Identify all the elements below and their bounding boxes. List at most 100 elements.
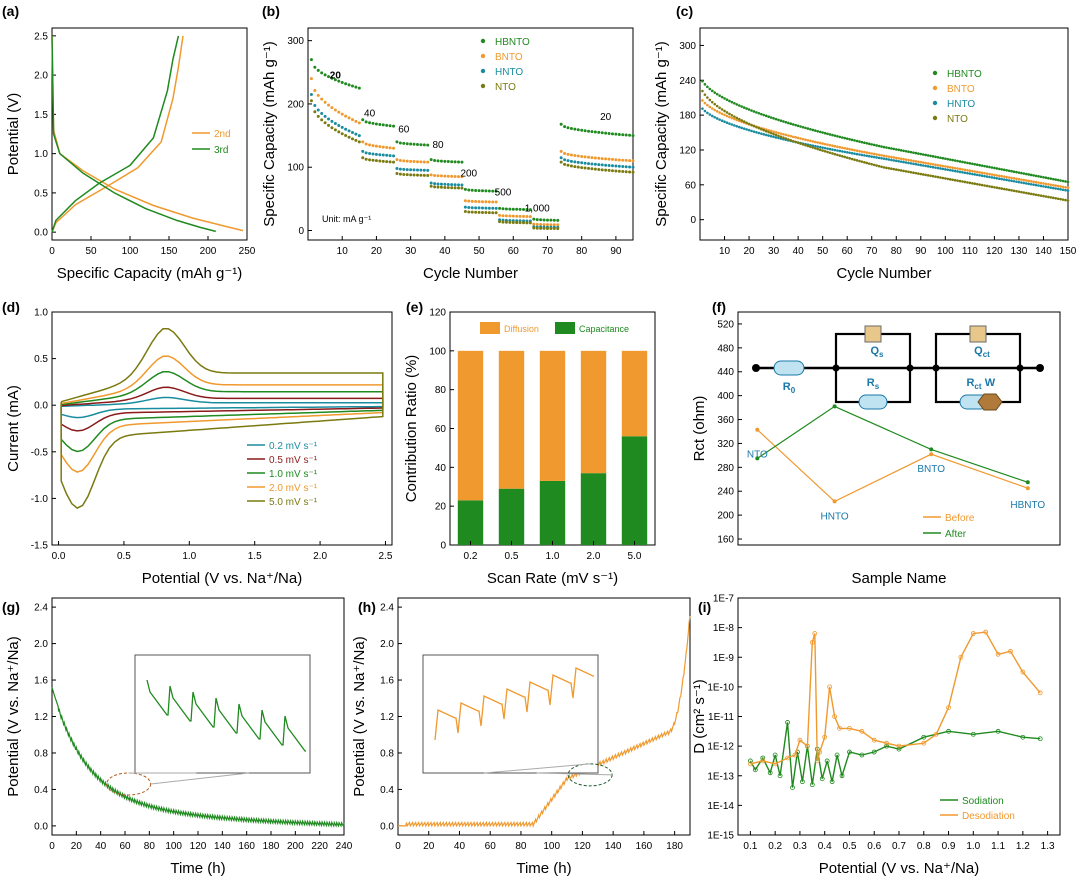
y-tick-label: 1.5 bbox=[34, 110, 48, 121]
data-point bbox=[337, 110, 341, 114]
data-point bbox=[467, 210, 471, 214]
data-point bbox=[887, 158, 891, 161]
data-point bbox=[590, 156, 594, 160]
data-point bbox=[855, 152, 859, 156]
data-point bbox=[710, 100, 714, 104]
category-label: NTO bbox=[747, 450, 768, 461]
data-point bbox=[1064, 180, 1067, 183]
data-point bbox=[545, 226, 549, 230]
data-point bbox=[443, 185, 447, 189]
data-point bbox=[511, 220, 515, 224]
line-series-1 bbox=[51, 35, 184, 233]
data-point bbox=[829, 779, 835, 785]
data-point bbox=[985, 172, 989, 175]
data-point bbox=[628, 133, 632, 137]
x-tick-label: 1.5 bbox=[248, 551, 262, 562]
legend-entry: 0.2 mV s⁻¹ bbox=[269, 441, 318, 452]
legend-entry-marker bbox=[480, 38, 486, 44]
data-point bbox=[823, 150, 827, 153]
data-point bbox=[701, 99, 704, 102]
data-point bbox=[904, 170, 908, 173]
y-tick-label: -0.5 bbox=[31, 447, 49, 458]
data-point bbox=[850, 148, 854, 152]
data-point bbox=[875, 164, 878, 167]
data-point bbox=[631, 159, 635, 163]
x-tick-label: 30 bbox=[768, 246, 780, 257]
data-point bbox=[470, 188, 474, 192]
data-point bbox=[848, 147, 851, 151]
data-point bbox=[398, 158, 402, 162]
data-point bbox=[446, 160, 450, 164]
legend-entry-marker bbox=[932, 70, 938, 76]
y-tick-label: 1E-10 bbox=[707, 682, 734, 693]
data-point bbox=[409, 159, 413, 163]
data-point bbox=[593, 156, 597, 160]
data-point bbox=[426, 173, 430, 177]
data-point bbox=[929, 174, 932, 178]
data-point bbox=[892, 167, 896, 171]
data-point bbox=[453, 174, 457, 178]
data-point bbox=[867, 162, 871, 165]
data-point bbox=[735, 118, 739, 122]
data-point bbox=[1042, 182, 1045, 185]
data-point bbox=[429, 181, 433, 185]
data-point bbox=[518, 207, 522, 211]
bar-diffusion bbox=[621, 350, 648, 437]
data-point bbox=[604, 157, 608, 161]
data-point bbox=[730, 100, 734, 104]
data-point bbox=[631, 170, 635, 174]
x-tick-label: 5.0 bbox=[628, 551, 642, 562]
x-tick-label: 200 bbox=[287, 841, 304, 852]
data-point bbox=[934, 163, 937, 167]
data-point bbox=[809, 782, 815, 788]
data-point bbox=[828, 143, 832, 147]
data-point bbox=[843, 136, 847, 140]
data-point bbox=[985, 184, 989, 188]
data-point bbox=[710, 89, 714, 93]
circuit-node bbox=[1016, 364, 1024, 372]
data-point bbox=[946, 705, 951, 711]
data-point bbox=[539, 226, 543, 230]
data-point bbox=[402, 159, 406, 163]
data-point bbox=[309, 92, 313, 96]
data-point bbox=[350, 118, 354, 122]
x-tick-label: 70 bbox=[866, 246, 878, 257]
data-point bbox=[600, 131, 604, 135]
data-point bbox=[439, 159, 443, 163]
x-tick-label: 100 bbox=[165, 841, 182, 852]
x-tick-label: 1.0 bbox=[182, 551, 196, 562]
data-point bbox=[799, 125, 802, 128]
data-point bbox=[1039, 194, 1043, 197]
legend-entry: Desodiation bbox=[962, 811, 1015, 822]
data-point bbox=[590, 130, 594, 134]
data-point bbox=[515, 207, 519, 211]
data-point bbox=[995, 174, 999, 177]
data-point bbox=[614, 158, 618, 162]
data-point bbox=[917, 160, 920, 164]
data-point bbox=[1064, 198, 1067, 202]
data-point bbox=[892, 159, 896, 162]
y-tick-label: 1E-11 bbox=[708, 712, 734, 723]
data-point bbox=[767, 130, 770, 134]
line-series-1 bbox=[750, 631, 1041, 765]
data-point bbox=[931, 174, 935, 178]
data-point bbox=[491, 211, 495, 215]
data-point bbox=[718, 106, 721, 110]
data-point bbox=[508, 214, 512, 218]
line-series-2 bbox=[51, 35, 216, 233]
y-tick-label: 520 bbox=[717, 319, 734, 330]
y-tick-label: 1E-15 bbox=[707, 831, 734, 842]
data-point bbox=[535, 222, 539, 226]
data-point bbox=[703, 83, 707, 86]
y-tick-label: 0.0 bbox=[34, 401, 48, 412]
data-point bbox=[890, 147, 893, 150]
data-point bbox=[921, 161, 925, 164]
x-tick-label: 20 bbox=[423, 841, 435, 852]
data-point bbox=[963, 161, 967, 164]
rate-label: 60 bbox=[398, 124, 410, 135]
data-point bbox=[460, 186, 464, 190]
data-point bbox=[1017, 171, 1021, 174]
data-point bbox=[968, 162, 972, 165]
legend-entry: 2nd bbox=[214, 129, 231, 140]
data-point bbox=[1010, 176, 1013, 180]
